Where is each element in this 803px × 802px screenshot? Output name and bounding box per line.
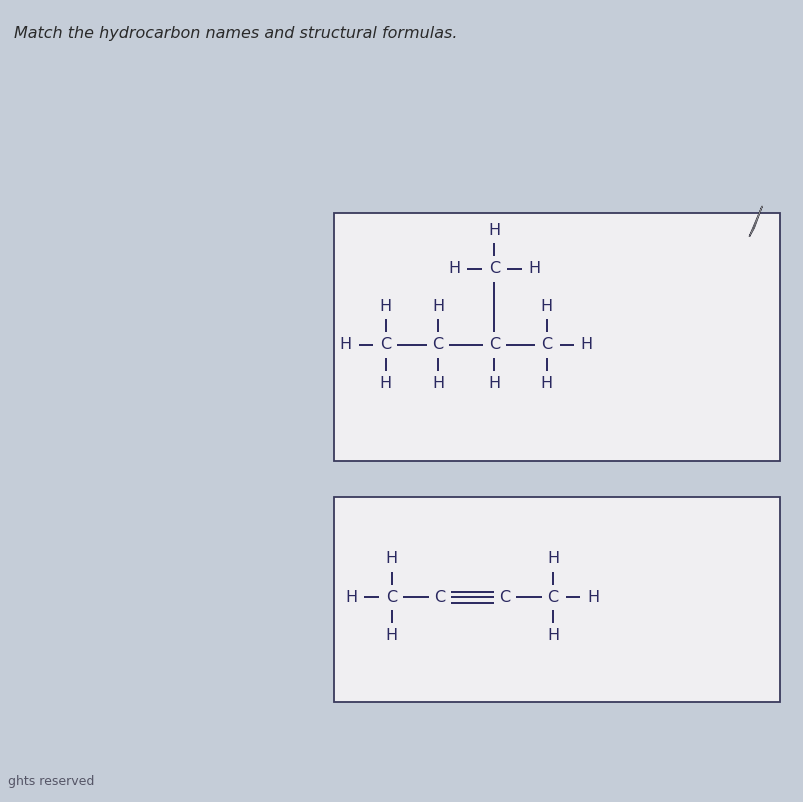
Text: C: C [385,590,397,605]
Text: C: C [488,338,499,352]
Text: H: H [546,552,559,566]
Text: H: H [431,376,444,391]
Bar [333,213,779,461]
Text: H: H [546,629,559,643]
Text: H: H [344,590,357,605]
Text: H: H [540,376,552,391]
Text: C: C [432,338,443,352]
Text: H: H [431,299,444,314]
Text: Match the hydrocarbon names and structural formulas.: Match the hydrocarbon names and structur… [14,26,458,41]
Text: C: C [540,338,552,352]
Text: H: H [385,552,397,566]
Bar [333,497,779,702]
Text: H: H [447,261,460,276]
Text: H: H [379,376,392,391]
Text: C: C [434,590,445,605]
Text: C: C [499,590,510,605]
Text: H: H [580,338,593,352]
Text: H: H [339,338,352,352]
Text: H: H [586,590,599,605]
Text: H: H [540,299,552,314]
Text: ghts reserved: ghts reserved [8,775,94,788]
Polygon shape [748,206,761,237]
Text: H: H [487,376,500,391]
Text: C: C [488,261,499,276]
Text: H: H [487,223,500,237]
Text: C: C [547,590,558,605]
Text: H: H [528,261,540,276]
Text: C: C [380,338,391,352]
Text: H: H [379,299,392,314]
Text: H: H [385,629,397,643]
